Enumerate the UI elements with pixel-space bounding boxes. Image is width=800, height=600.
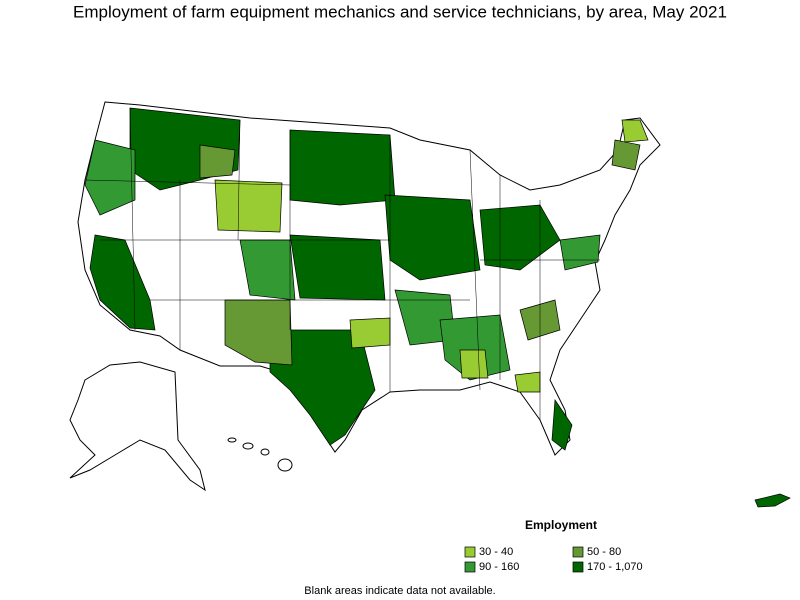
legend-title: Employment	[525, 518, 597, 532]
legend-swatch	[464, 546, 476, 558]
map-area	[269, 329, 376, 446]
map-area	[439, 314, 511, 381]
map-area	[289, 129, 396, 206]
map-area	[459, 349, 489, 379]
puerto-rico	[754, 493, 791, 508]
map-area	[514, 371, 541, 393]
legend-swatch	[572, 546, 584, 558]
map-area	[214, 179, 283, 233]
map-area	[84, 139, 136, 216]
map-title: Employment of farm equipment mechanics a…	[73, 2, 727, 21]
legend-label: 170 - 1,070	[587, 561, 643, 573]
legend-label: 30 - 40	[479, 546, 513, 558]
alaska	[69, 361, 206, 492]
legend-label: 50 - 80	[587, 546, 621, 558]
legend-label: 90 - 160	[479, 561, 519, 573]
map-area	[349, 317, 391, 349]
legend-swatch	[464, 561, 476, 573]
map-area	[89, 234, 156, 331]
hawaii	[227, 437, 293, 472]
map-area	[384, 194, 481, 281]
map-area	[289, 234, 386, 301]
map-area	[621, 119, 649, 143]
map-area	[199, 144, 236, 179]
legend: Employment 30 - 40 50 - 80 90 - 160 170 …	[464, 518, 643, 573]
us-map	[69, 101, 791, 508]
map-area	[611, 139, 641, 171]
footnote: Blank areas indicate data not available.	[304, 585, 495, 597]
legend-swatch	[572, 561, 584, 573]
state-borders	[84, 107, 600, 420]
map-area	[551, 398, 573, 451]
